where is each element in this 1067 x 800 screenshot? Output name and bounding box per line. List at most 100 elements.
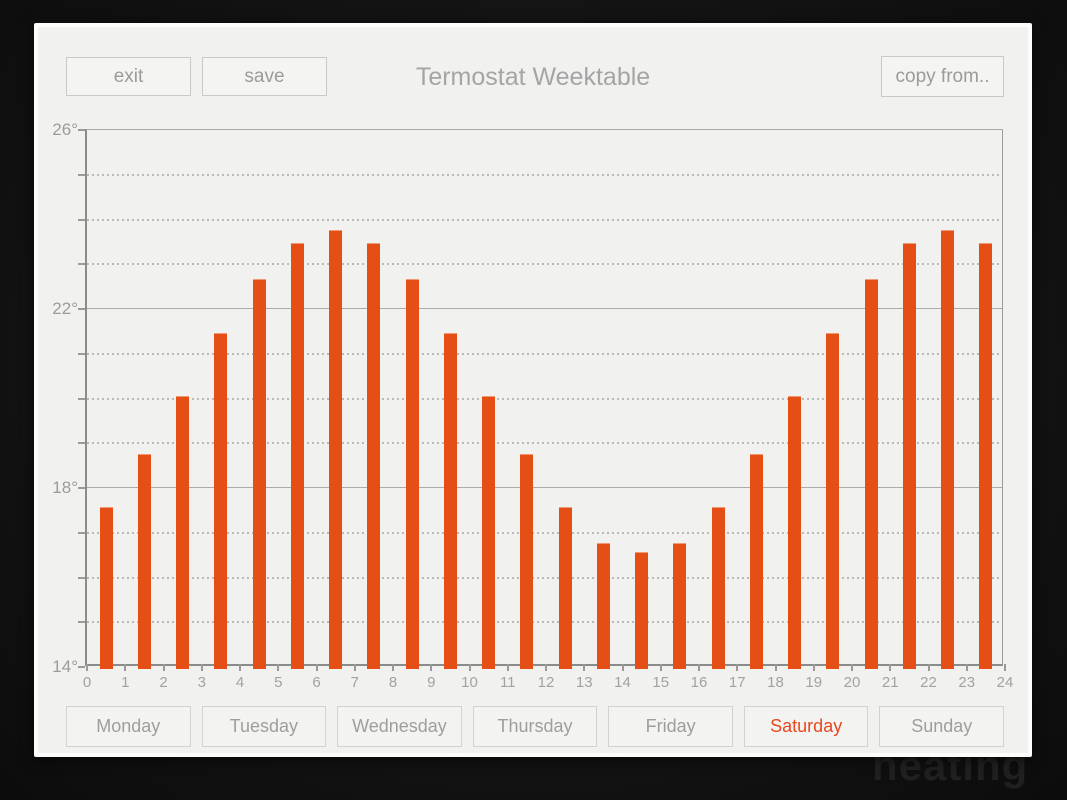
x-axis-label: 12: [537, 674, 555, 691]
save-button[interactable]: save: [202, 57, 327, 96]
gridline-major: [87, 308, 1002, 309]
day-tab-sunday[interactable]: Sunday: [879, 706, 1005, 747]
copy-from-button[interactable]: copy from..: [881, 56, 1004, 97]
temperature-bar-hour-1[interactable]: [137, 453, 151, 669]
gridline-minor: [87, 621, 1002, 624]
day-tab-thursday[interactable]: Thursday: [472, 706, 598, 747]
y-axis-tick: [78, 173, 85, 176]
x-axis-tick: [430, 664, 433, 671]
y-axis-label: 22°: [52, 299, 78, 318]
x-axis-tick: [353, 664, 356, 671]
temperature-bar-hour-18[interactable]: [788, 395, 802, 669]
x-axis-tick: [621, 664, 624, 671]
temperature-bar-hour-2[interactable]: [176, 395, 190, 669]
x-axis-label: 5: [274, 674, 283, 691]
exit-button[interactable]: exit: [66, 57, 191, 96]
x-axis-label: 3: [197, 674, 206, 691]
x-axis-tick: [774, 664, 777, 671]
x-axis-tick: [468, 664, 471, 671]
x-axis-tick: [889, 664, 892, 671]
x-axis-label: 23: [958, 674, 976, 691]
x-axis-label: 21: [881, 674, 899, 691]
x-axis-label: 20: [843, 674, 861, 691]
x-axis-label: 11: [499, 674, 516, 691]
y-axis-tick: [78, 263, 85, 266]
temperature-bar-hour-17[interactable]: [749, 453, 763, 669]
x-axis-label: 18: [767, 674, 784, 691]
x-axis-tick: [698, 664, 700, 671]
gridline-minor: [87, 576, 1002, 579]
y-axis-tick: [78, 666, 85, 668]
day-tab-tuesday[interactable]: Tuesday: [201, 706, 327, 747]
x-axis-tick: [239, 664, 241, 671]
x-axis-tick: [659, 664, 662, 671]
temperature-bar-hour-6[interactable]: [329, 229, 343, 669]
gridline-major: [87, 487, 1002, 488]
temperature-bar-hour-8[interactable]: [405, 279, 419, 669]
y-axis-label: 14°: [52, 657, 78, 676]
y-axis-tick: [78, 442, 85, 445]
y-axis-tick: [78, 352, 85, 355]
temperature-bar-hour-15[interactable]: [673, 543, 687, 669]
temperature-bar-hour-13[interactable]: [596, 543, 610, 669]
page-title: Termostat Weektable: [415, 63, 651, 91]
temperature-bar-hour-7[interactable]: [367, 243, 381, 669]
window-content: exit save Termostat Weektable copy from.…: [38, 27, 1028, 753]
gridline-minor: [87, 352, 1002, 355]
temperature-bar-hour-22[interactable]: [941, 229, 955, 669]
temperature-bar-hour-5[interactable]: [290, 243, 304, 669]
temperature-bar-hour-9[interactable]: [443, 332, 457, 669]
x-axis-label: 14: [614, 674, 631, 691]
temperature-bar-hour-19[interactable]: [826, 332, 840, 669]
thermostat-window: exit save Termostat Weektable copy from.…: [34, 23, 1032, 757]
x-axis-label: 7: [350, 674, 359, 691]
temperature-bar-hour-12[interactable]: [558, 507, 572, 669]
temperature-bar-hour-0[interactable]: [99, 507, 113, 669]
y-axis-label: 26°: [52, 120, 78, 139]
x-axis-tick: [200, 664, 203, 671]
x-axis-tick: [315, 664, 318, 671]
x-axis-tick: [124, 664, 127, 671]
x-axis-label: 24: [996, 674, 1014, 691]
temperature-bar-hour-10[interactable]: [482, 395, 496, 669]
x-axis-label: 1: [121, 674, 130, 691]
x-axis-label: 8: [388, 674, 398, 691]
x-axis-label: 10: [461, 674, 478, 691]
x-axis-tick: [506, 664, 509, 671]
y-axis-label: 18°: [52, 478, 78, 497]
y-axis-tick: [78, 531, 85, 534]
x-axis-tick: [736, 664, 739, 671]
temperature-bar-hour-14[interactable]: [635, 552, 649, 669]
day-tabs: Monday Tuesday Wednesday Thursday Friday Satu…: [66, 706, 1005, 747]
temperature-bar-hour-23[interactable]: [979, 243, 993, 669]
gridline-minor: [87, 397, 1002, 400]
x-axis-tick: [392, 664, 394, 671]
y-axis-tick: [78, 218, 85, 221]
gridline-minor: [87, 442, 1002, 445]
x-axis-label: 19: [805, 674, 823, 691]
x-axis-label: 15: [652, 674, 670, 691]
temperature-bar-hour-20[interactable]: [864, 279, 878, 669]
day-tab-monday[interactable]: Monday: [66, 706, 191, 747]
temperature-bar-hour-11[interactable]: [520, 453, 534, 669]
gridline-minor: [87, 173, 1002, 176]
x-axis-label: 17: [728, 674, 746, 691]
x-axis-label: 4: [235, 674, 245, 691]
temperature-bar-hour-4[interactable]: [252, 279, 266, 669]
gridline-minor: [87, 263, 1002, 266]
day-tab-friday[interactable]: Friday: [608, 706, 733, 747]
day-tab-saturday[interactable]: Saturday: [743, 706, 869, 747]
x-axis-tick: [162, 664, 165, 671]
temperature-bar-hour-16[interactable]: [711, 507, 725, 669]
gridline-minor: [87, 218, 1002, 221]
y-axis-tick: [78, 621, 85, 624]
x-axis-tick: [86, 664, 88, 671]
x-axis-label: 0: [82, 674, 92, 691]
y-axis-tick: [78, 487, 85, 489]
day-tab-wednesday[interactable]: Wednesday: [337, 706, 462, 747]
gridline-minor: [87, 531, 1002, 534]
temperature-bar-hour-21[interactable]: [902, 243, 916, 669]
x-axis-tick: [965, 664, 968, 671]
y-axis-tick: [78, 576, 85, 579]
temperature-bar-hour-3[interactable]: [214, 332, 228, 669]
